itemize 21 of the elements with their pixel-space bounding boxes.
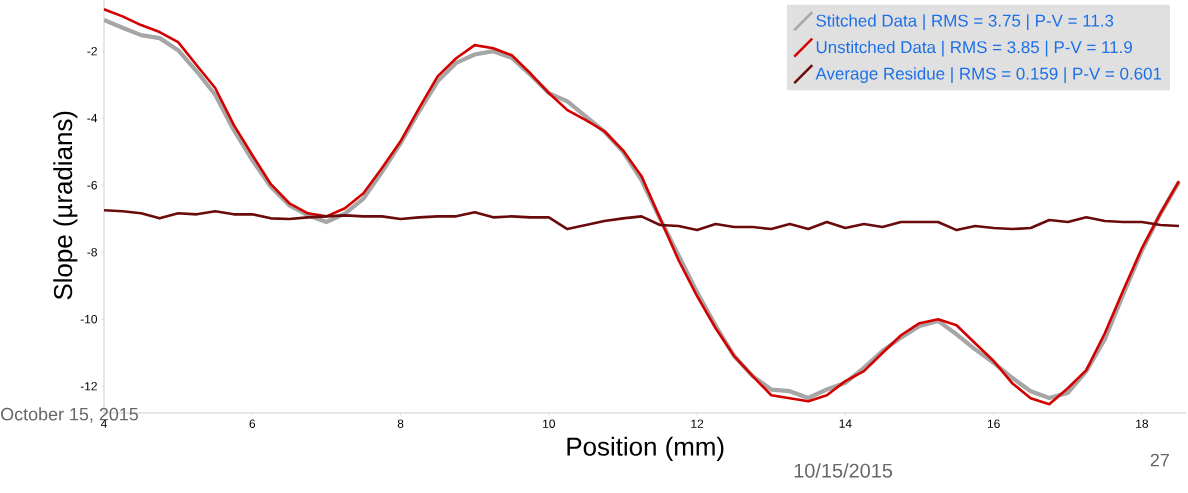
y-tick-label: -12 [80,382,97,391]
x-tick-label: 16 [987,419,1000,428]
x-tick-label: 8 [397,419,404,428]
legend-label: Average Residue | RMS = 0.159 | P-V = 0.601 [815,67,1162,84]
text: 27 [1150,453,1169,467]
x-tick-label: 10 [543,419,556,428]
x-tick-label: 14 [839,419,852,428]
x-tick-label: 12 [691,419,704,428]
text: 10/15/2015 [794,463,893,478]
x-tick-label: 4 [100,419,107,428]
y-axis-title: Slope (µradians) [53,111,78,300]
y-tick-label: -2 [87,47,97,56]
x-tick-label: 6 [249,419,256,428]
legend-label: Unstitched Data | RMS = 3.85 | P-V = 11.9 [816,40,1132,57]
y-tick-label: -10 [80,314,98,324]
y-tick-label: -4 [87,114,98,123]
y-tick-label: -6 [87,180,97,190]
x-axis-title: Position (mm) [567,436,724,461]
x-tick-label: 18 [1136,419,1149,428]
y-tick-label: -8 [87,247,97,257]
legend-label: Stitched Data | RMS = 3.75 | P-V = 11.3 [816,14,1114,31]
